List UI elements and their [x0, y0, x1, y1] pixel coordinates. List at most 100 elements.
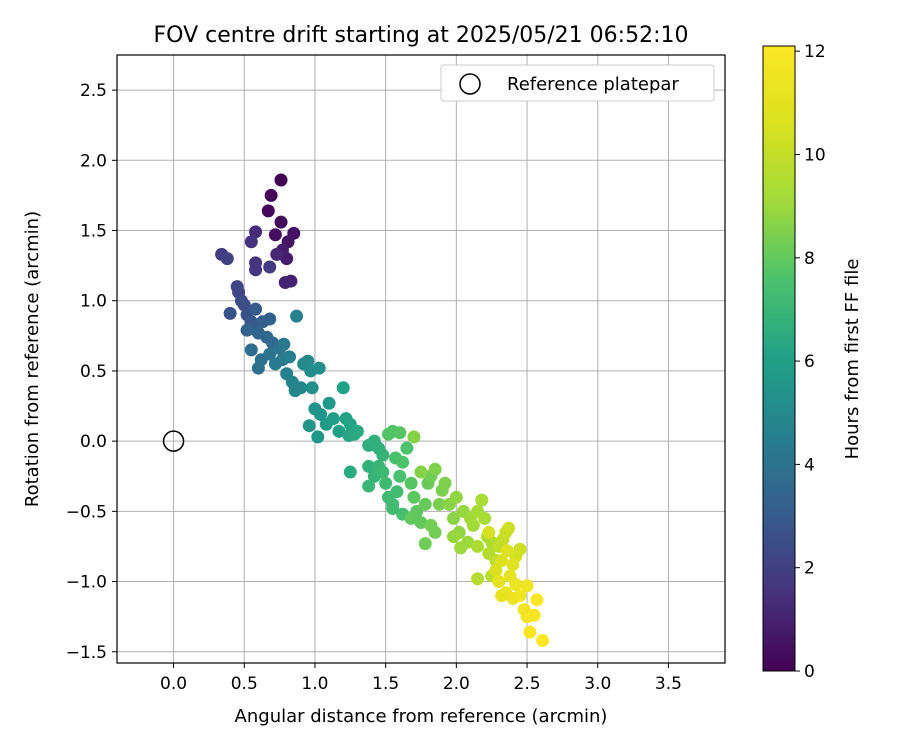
data-point — [523, 625, 537, 639]
data-point — [513, 589, 527, 603]
data-point — [414, 516, 428, 530]
data-point — [336, 381, 350, 395]
data-point — [466, 518, 480, 532]
y-tick-label: 1.5 — [80, 222, 107, 242]
data-point — [475, 493, 489, 507]
data-point — [449, 490, 463, 504]
data-point — [471, 572, 485, 586]
y-tick-label: 2.5 — [80, 81, 107, 101]
data-point — [343, 465, 357, 479]
data-point — [428, 462, 442, 476]
data-point — [326, 412, 340, 426]
data-point — [263, 312, 277, 326]
y-tick-label: 0.0 — [80, 432, 107, 452]
data-point — [237, 298, 251, 312]
colorbar-tick-label: 10 — [804, 145, 826, 165]
data-point — [322, 396, 336, 410]
data-point — [312, 361, 326, 375]
data-point — [268, 228, 282, 242]
data-point — [274, 173, 288, 187]
y-tick-label: −1.5 — [66, 643, 107, 663]
y-tick-label: 0.5 — [80, 362, 107, 382]
data-point — [424, 518, 438, 532]
colorbar-tick-label: 4 — [804, 455, 815, 475]
data-point — [390, 485, 404, 499]
data-point — [482, 525, 496, 539]
x-tick-label: 1.0 — [301, 674, 328, 694]
colorbar-label: Hours from first FF file — [842, 259, 863, 460]
y-axis-label: Rotation from reference (arcmin) — [22, 211, 43, 507]
data-point — [414, 465, 428, 479]
data-point — [530, 593, 544, 607]
y-axis-ticks: −1.5 −1.0 −0.5 0.0 0.5 1.0 1.5 2.0 2.5 — [66, 81, 117, 663]
grid — [117, 55, 725, 663]
colorbar-tick-label: 0 — [804, 662, 815, 682]
data-point — [489, 563, 503, 577]
data-point — [249, 263, 263, 277]
data-point — [294, 381, 308, 395]
plot-frame — [116, 54, 726, 664]
x-tick-label: 0.0 — [160, 674, 187, 694]
data-point — [220, 252, 234, 266]
data-point — [447, 530, 461, 544]
colorbar: 0 2 4 6 8 10 12 Hours from first FF file — [762, 42, 863, 682]
data-point — [407, 490, 421, 504]
data-point — [270, 247, 284, 261]
data-point — [447, 511, 461, 525]
data-point — [223, 306, 237, 320]
data-point — [305, 381, 319, 395]
y-tick-label: −1.0 — [66, 573, 107, 593]
data-point — [393, 469, 407, 483]
x-tick-label: 2.5 — [514, 674, 541, 694]
x-axis-ticks: 0.0 0.5 1.0 1.5 2.0 2.5 3.0 3.5 — [160, 663, 682, 694]
y-tick-label: 2.0 — [80, 151, 107, 171]
data-point — [418, 497, 432, 511]
data-point — [263, 260, 277, 274]
data-point — [520, 579, 534, 593]
colorbar-tick-label: 6 — [804, 352, 815, 372]
data-point — [404, 511, 418, 525]
data-point — [492, 575, 506, 589]
data-point — [249, 225, 263, 239]
data-point — [461, 535, 475, 549]
colorbar-gradient — [762, 45, 796, 672]
data-point — [280, 252, 294, 266]
legend-box — [440, 64, 715, 102]
data-point — [264, 188, 278, 202]
data-point — [290, 309, 304, 323]
data-point — [478, 511, 492, 525]
data-point — [332, 424, 346, 438]
x-tick-label: 2.0 — [443, 674, 470, 694]
data-point — [495, 589, 509, 603]
data-point — [302, 419, 316, 433]
legend: Reference platepar — [440, 64, 715, 102]
data-point — [376, 465, 390, 479]
data-point — [438, 476, 452, 490]
data-point — [500, 544, 514, 558]
data-point — [509, 577, 523, 591]
data-point — [400, 441, 414, 455]
data-point — [350, 424, 364, 438]
data-point — [244, 343, 258, 357]
data-point — [393, 426, 407, 440]
colorbar-tick-label: 12 — [804, 42, 826, 62]
x-tick-label: 3.0 — [584, 674, 611, 694]
data-point — [418, 537, 432, 551]
data-point — [301, 354, 315, 368]
reference-platepar-marker — [162, 430, 185, 452]
data-point — [495, 553, 509, 567]
legend-label: Reference platepar — [507, 74, 679, 95]
chart-title: FOV centre drift starting at 2025/05/21 … — [154, 23, 689, 48]
data-point — [249, 302, 263, 316]
data-point — [506, 558, 520, 572]
data-point — [386, 502, 400, 516]
data-point — [274, 215, 288, 229]
data-point — [502, 521, 516, 535]
data-point — [471, 539, 485, 553]
data-point — [362, 479, 376, 493]
x-tick-label: 0.5 — [231, 674, 258, 694]
x-tick-label: 1.5 — [372, 674, 399, 694]
data-point — [278, 275, 292, 289]
data-point — [362, 459, 376, 473]
data-point — [314, 407, 328, 421]
